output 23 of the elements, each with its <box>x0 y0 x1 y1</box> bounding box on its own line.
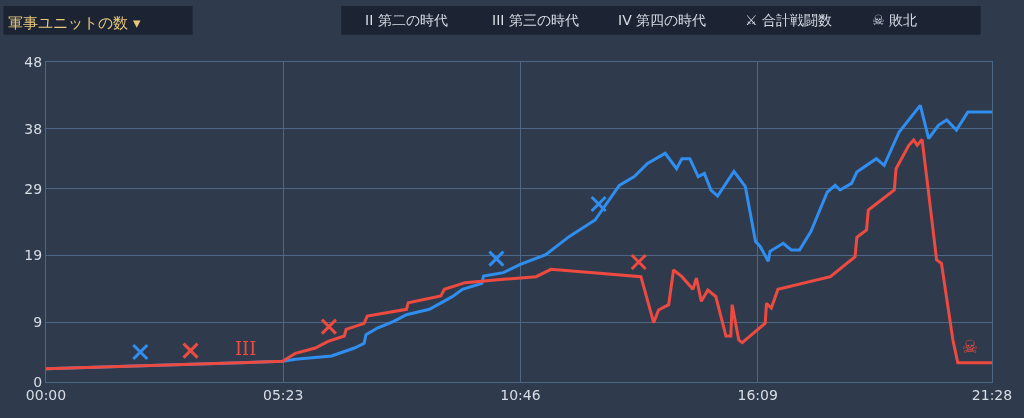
text: ☠ 敗北 <box>872 12 918 28</box>
y-tick-label: 38 <box>24 120 43 137</box>
point <box>182 342 200 360</box>
y-tick-label: 19 <box>24 247 43 264</box>
text: IV 第四の時代 <box>618 12 707 28</box>
y-tick-label: 9 <box>33 313 43 330</box>
x-tick-label: 21:28 <box>971 386 1013 403</box>
point <box>630 253 648 271</box>
text: II 第二の時代 <box>365 12 448 28</box>
chart-title: 軍事ユニットの数 ▾ <box>8 14 141 33</box>
point <box>320 318 338 336</box>
x-tick-label: 10:46 <box>500 386 541 403</box>
annotation: III <box>235 338 257 359</box>
y-tick-label: 29 <box>24 180 43 197</box>
x-tick-label: 16:09 <box>737 386 778 403</box>
x-tick-label: 05:23 <box>263 386 304 403</box>
point <box>590 195 608 213</box>
annotation: ☠ <box>962 336 978 357</box>
point <box>487 250 505 268</box>
point <box>131 343 149 361</box>
text: III 第三の時代 <box>492 12 579 28</box>
text: ⚔ 合計戦闘数 <box>745 12 833 28</box>
y-tick-label: 48 <box>24 53 43 70</box>
